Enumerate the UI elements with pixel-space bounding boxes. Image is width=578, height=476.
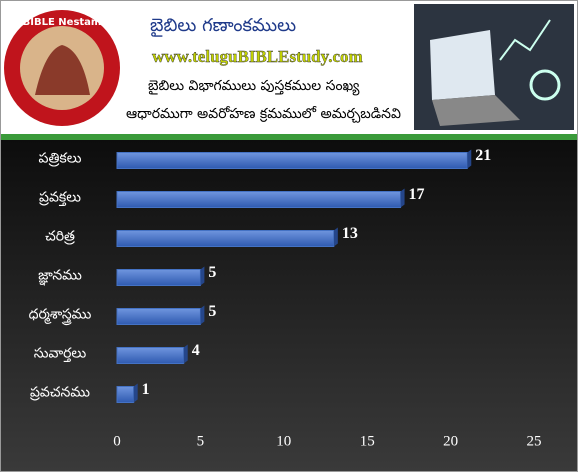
category-label: పత్రికలు bbox=[39, 151, 82, 168]
logo-text: BIBLE Nestam bbox=[23, 17, 102, 28]
value-label: 4 bbox=[192, 342, 200, 359]
value-label: 5 bbox=[208, 264, 216, 281]
subtitle: ఆధారముగా అవరోహణ క్రమములో అమర్చబడినవి bbox=[126, 106, 401, 123]
title: బైబిలు గణాంకములు bbox=[150, 15, 296, 37]
value-label: 5 bbox=[208, 303, 216, 320]
bar-side bbox=[183, 344, 188, 364]
x-tick-label: 5 bbox=[197, 433, 205, 449]
bar bbox=[116, 386, 135, 403]
category-label: ధర్మశాస్త్రము bbox=[29, 307, 92, 326]
illustration-graph bbox=[499, 19, 551, 61]
illustration-pie bbox=[529, 69, 561, 101]
bar-side bbox=[133, 383, 138, 403]
category-label: చరిత్ర bbox=[45, 229, 75, 246]
value-label: 13 bbox=[342, 225, 358, 242]
bar bbox=[116, 347, 185, 364]
url: www.teluguBIBLEstudy.com bbox=[152, 47, 363, 66]
x-tick-label: 20 bbox=[443, 433, 458, 449]
value-label: 21 bbox=[475, 147, 491, 164]
category-label: ప్రవచనము bbox=[30, 385, 90, 401]
category-label: జ్ఞానము bbox=[38, 268, 82, 287]
category-label: ప్రవక్తలు bbox=[39, 190, 81, 207]
x-tick-label: 0 bbox=[113, 433, 121, 449]
value-label: 17 bbox=[409, 186, 425, 203]
x-tick-label: 10 bbox=[276, 433, 291, 449]
x-tick-label: 25 bbox=[527, 433, 542, 449]
x-tick-label: 15 bbox=[360, 433, 375, 449]
illustration-keyboard bbox=[432, 95, 520, 126]
value-label: 1 bbox=[142, 381, 150, 398]
bar bbox=[116, 191, 402, 208]
bar-side bbox=[200, 266, 205, 286]
bar-side bbox=[200, 305, 205, 325]
bar bbox=[116, 152, 468, 169]
illustration-screen bbox=[430, 30, 495, 100]
category-label: సువార్తలు bbox=[34, 346, 87, 363]
logo-figure bbox=[35, 45, 90, 95]
subtitle: బైబిలు విభాగములు పుస్తకముల సంఖ్య bbox=[148, 78, 360, 96]
divider bbox=[0, 134, 578, 140]
bar bbox=[116, 308, 201, 325]
bar bbox=[116, 230, 335, 247]
bar-side bbox=[400, 188, 405, 208]
bar-side bbox=[467, 149, 472, 169]
bar-side bbox=[333, 227, 338, 247]
bar bbox=[116, 269, 201, 286]
